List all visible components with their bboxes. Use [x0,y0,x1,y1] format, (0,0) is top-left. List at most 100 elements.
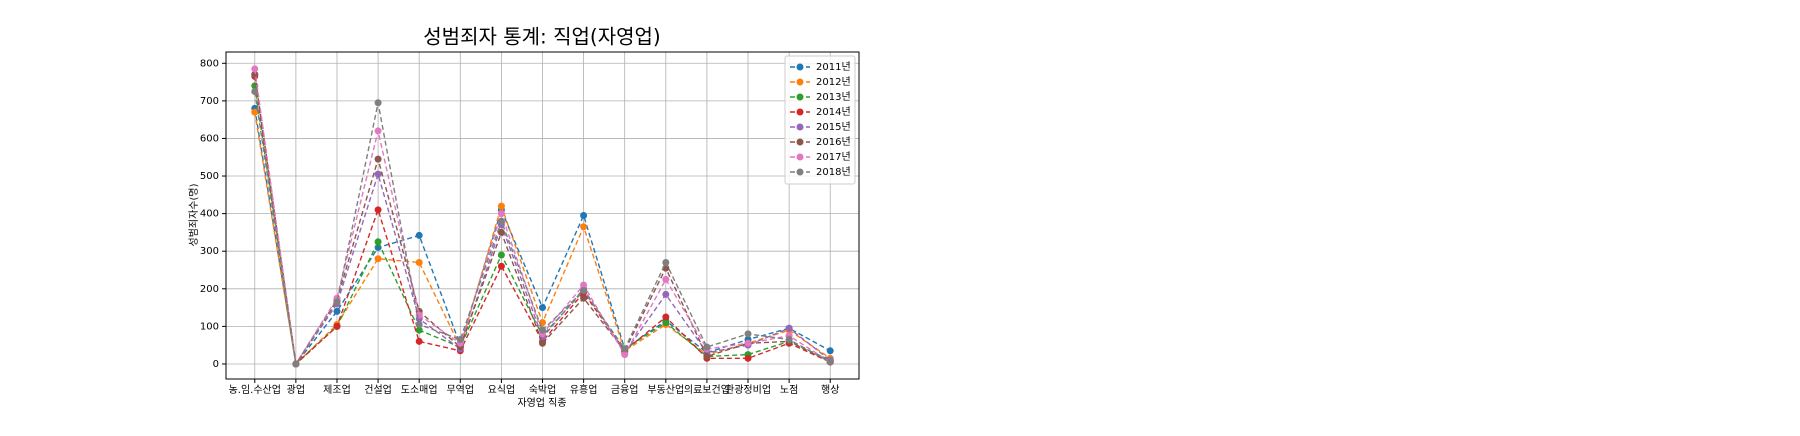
legend-label: 2014년 [816,106,851,118]
legend-label: 2018년 [816,166,851,178]
legend-label: 2017년 [816,151,851,163]
data-point [539,304,546,312]
data-point [415,321,423,328]
data-point [580,281,588,289]
legend-marker [796,63,804,71]
data-point [621,351,629,359]
data-point [744,354,752,362]
data-point [785,336,793,344]
data-point [497,210,505,218]
legend-marker [796,123,804,131]
data-point [333,298,341,306]
legend-label: 2011년 [816,61,851,73]
data-point [415,231,423,239]
data-point [415,326,423,334]
x-tick-label: 농.임.수산업 [229,383,281,396]
data-point [497,228,505,236]
data-point [374,127,382,135]
legend-marker [796,78,804,86]
data-point [580,294,588,302]
data-point [497,262,505,270]
plot-frame [225,51,860,380]
data-point [621,345,629,353]
legend-marker [796,153,804,161]
x-tick-label: 무역업 [446,383,474,396]
x-tick-label: 건설업 [364,383,392,396]
y-tick-label: 400 [200,209,219,220]
y-tick-label: 500 [200,171,219,182]
x-tick-label: 의료보건업 [684,383,730,396]
y-axis-label: 성범죄자수(명) [188,183,200,246]
data-point [539,339,546,347]
series-line [254,74,831,366]
legend-label: 2015년 [816,121,851,133]
x-tick-label: 숙박업 [529,383,557,396]
x-tick-label: 유흥업 [570,383,598,396]
x-tick-label: 요식업 [488,383,516,396]
data-point [662,319,670,327]
x-tick-label: 부동산업 [647,383,684,396]
data-point [703,352,711,360]
legend-box [784,55,856,185]
data-point [497,202,505,210]
data-point [785,324,793,332]
x-tick-label: 광업 [287,383,305,396]
data-point [744,339,752,347]
x-tick-label: 행상 [821,384,839,396]
data-point [497,251,505,259]
legend-marker [796,93,804,101]
data-point [703,343,711,351]
y-tick-label: 300 [200,246,219,257]
data-point [580,287,588,295]
y-tick-label: 200 [200,284,219,295]
data-point [415,258,423,266]
data-point [251,71,259,79]
x-tick-label: 제조업 [323,383,351,396]
x-tick-label: 금융업 [611,383,639,396]
data-point [251,108,259,116]
data-point [292,360,300,368]
data-point [662,258,670,266]
series-line [254,76,831,366]
x-tick-label: 도소매업 [401,383,438,396]
x-axis-label: 자영업 직종 [517,396,566,409]
y-tick-label: 0 [213,359,219,370]
data-point [374,206,382,214]
y-tick-label: 100 [200,321,219,332]
data-point [251,87,259,95]
data-point [744,330,752,338]
data-point [333,307,341,315]
x-tick-label: 노점 [780,384,798,396]
data-point [374,238,382,246]
data-point [826,358,834,366]
y-tick-label: 600 [200,133,219,144]
data-point [497,217,505,225]
y-tick-label: 700 [200,96,219,107]
data-point [333,322,341,330]
legend-marker [796,168,804,176]
legend-marker [796,138,804,146]
data-point [662,275,670,283]
legend-label: 2013년 [816,91,851,103]
data-point [374,255,382,263]
chart-title: 성범죄자 통계: 직업(자영업) [423,25,660,49]
data-point [826,347,834,355]
data-point [662,290,670,298]
y-tick-label: 800 [200,58,219,69]
data-point [374,99,382,107]
data-point [374,155,382,163]
legend-label: 2012년 [816,76,851,88]
data-point [662,313,670,321]
legend: 2011년 2012년 2013년 2014년 2015년 2016년 2017년 2018년 [784,55,856,185]
data-point [415,337,423,345]
data-point [580,212,588,219]
legend-marker [796,108,804,116]
data-point [251,65,259,73]
legend-label: 2016년 [816,136,851,148]
data-point [374,170,382,178]
data-point [456,336,464,344]
data-point [580,223,588,231]
x-tick-label: 관광정비업 [725,383,771,396]
data-point [539,326,546,334]
